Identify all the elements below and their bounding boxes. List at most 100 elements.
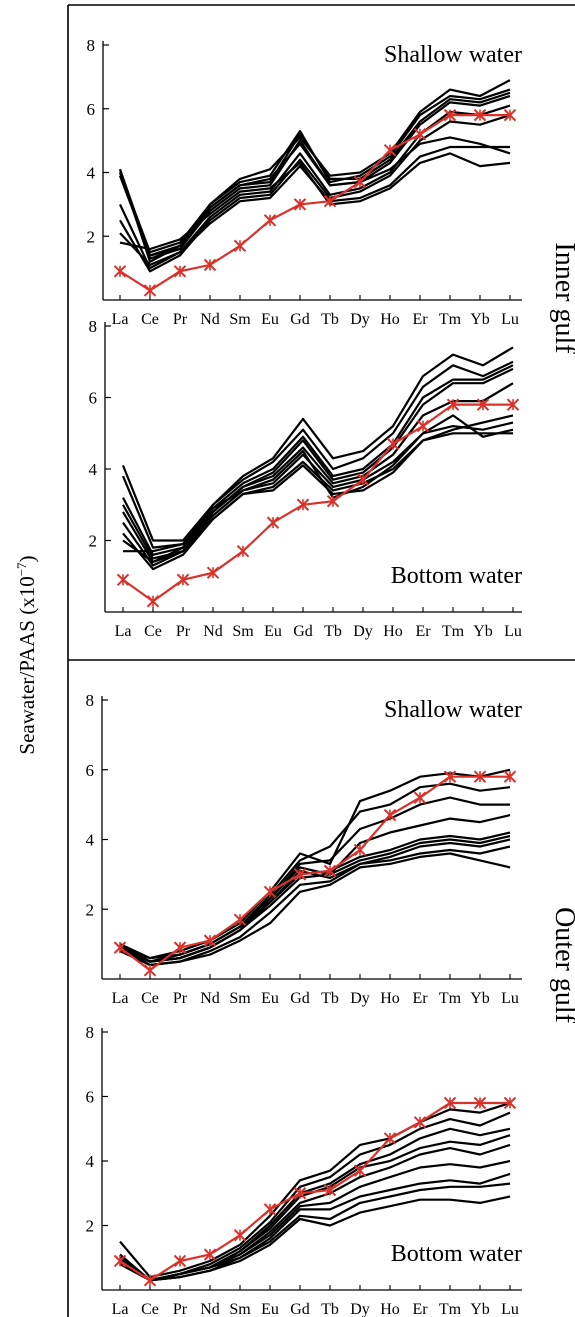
y-tick-label: 6 <box>86 1088 95 1107</box>
reference-marker <box>503 1096 517 1110</box>
panel-4: 2 4 6 8 La Ce Pr Nd Sm Eu Gd Tb Dy Ho Er Tm Yb Lu Bottom w… <box>86 1023 523 1317</box>
y-tick-label: 4 <box>87 164 96 183</box>
x-tick-label-sm: Sm <box>232 623 254 640</box>
reference-marker <box>353 175 367 189</box>
panel-annotation: Bottom water <box>391 563 522 589</box>
reference-marker <box>293 198 307 211</box>
sample-series-line <box>119 1101 511 1279</box>
chart-panels: 2 4 6 8 La Ce Pr Nd Sm Eu Gd Tb Dy Ho Er Tm Yb Lu Shallow … <box>86 36 523 1317</box>
reference-marker <box>293 1187 307 1200</box>
x-tick-label-lu: Lu <box>501 1301 519 1317</box>
reference-marker <box>413 1116 427 1129</box>
y-tick-label: 8 <box>86 691 95 710</box>
group-label-outer: Outer gulf <box>549 907 575 1024</box>
reference-marker <box>233 1228 247 1242</box>
y-tick-label: 4 <box>86 831 95 850</box>
x-tick-label-lu: Lu <box>504 623 522 640</box>
x-tick-label-tm: Tm <box>442 623 465 640</box>
sample-series-line <box>119 1172 511 1282</box>
x-tick-label-gd: Gd <box>290 1301 310 1317</box>
reference-marker <box>296 498 310 511</box>
y-tick-label: 6 <box>87 100 96 119</box>
panel-annotation: Shallow water <box>384 42 522 68</box>
y-tick-label: 2 <box>87 227 96 246</box>
sample-series-line <box>119 114 511 273</box>
reference-marker <box>266 516 280 529</box>
x-tick-label-la: La <box>112 311 129 328</box>
y-tick-label: 2 <box>86 900 95 919</box>
y-tick-label: 6 <box>89 389 98 408</box>
x-tick-label-ho: Ho <box>380 1301 400 1317</box>
reference-marker <box>323 194 337 208</box>
x-tick-label-tb: Tb <box>321 990 339 1007</box>
x-tick-label-nd: Nd <box>200 990 220 1007</box>
x-tick-label-dy: Dy <box>350 311 370 328</box>
reference-marker <box>326 494 340 508</box>
x-tick-label-er: Er <box>412 990 428 1007</box>
x-tick-label-tm: Tm <box>439 990 462 1007</box>
x-tick-label-er: Er <box>412 311 428 328</box>
reference-marker <box>353 843 367 857</box>
reference-marker <box>146 595 160 608</box>
panel-annotation: Bottom water <box>391 1241 522 1267</box>
reference-marker <box>443 1096 457 1110</box>
reference-marker <box>113 265 127 278</box>
x-tick-label-ce: Ce <box>144 623 162 640</box>
reference-marker <box>116 573 130 587</box>
reference-marker <box>383 143 397 157</box>
reference-marker <box>203 934 217 947</box>
x-tick-label-la: La <box>115 623 132 640</box>
reference-marker <box>233 239 247 253</box>
reference-marker <box>446 398 460 411</box>
x-tick-label-gd: Gd <box>293 623 313 640</box>
sample-series-line <box>121 346 514 542</box>
x-tick-label-sm: Sm <box>229 990 251 1007</box>
sample-series-line <box>119 852 511 967</box>
x-tick-label-tb: Tb <box>321 311 339 328</box>
reference-marker <box>143 964 157 977</box>
x-tick-label-yb: Yb <box>473 623 493 640</box>
reference-marker <box>416 419 430 433</box>
x-tick-label-ce: Ce <box>141 311 159 328</box>
reference-series-line <box>119 113 510 292</box>
reference-marker <box>383 808 397 822</box>
reference-series-line <box>119 1101 510 1282</box>
x-tick-label-yb: Yb <box>470 990 490 1007</box>
reference-marker <box>173 265 187 278</box>
reference-marker <box>443 108 457 122</box>
x-tick-label-lu: Lu <box>501 311 519 328</box>
x-tick-label-tm: Tm <box>439 311 462 328</box>
sample-series-line <box>122 382 514 564</box>
reference-marker <box>113 1254 127 1268</box>
reference-marker <box>173 941 187 954</box>
y-tick-label: 8 <box>87 36 96 55</box>
reference-marker <box>263 214 277 227</box>
y-axis-label: Seawater/PAAS (x10−7) <box>14 555 39 754</box>
reference-marker <box>113 941 127 954</box>
x-tick-label-yb: Yb <box>470 1301 490 1317</box>
reference-marker <box>503 770 517 783</box>
group-label-inner: Inner gulf <box>549 242 575 354</box>
sample-series-line <box>122 414 514 564</box>
sample-series-line <box>119 1195 511 1282</box>
sample-series-line <box>122 367 514 560</box>
x-tick-label-ce: Ce <box>141 990 159 1007</box>
sample-series-line <box>119 796 510 963</box>
x-tick-label-gd: Gd <box>290 990 310 1007</box>
reference-marker <box>476 398 490 411</box>
x-tick-label-er: Er <box>415 623 431 640</box>
y-tick-label: 8 <box>86 1023 95 1042</box>
x-tick-label-tm: Tm <box>439 1301 462 1317</box>
reference-marker <box>413 791 427 804</box>
reference-marker <box>323 864 337 878</box>
panel-1: 2 4 6 8 La Ce Pr Nd Sm Eu Gd Tb Dy Ho Er Tm Yb Lu Shallow … <box>87 36 523 328</box>
reference-marker <box>203 1248 217 1261</box>
sample-series-line <box>119 152 511 251</box>
x-tick-label-dy: Dy <box>353 623 373 640</box>
x-tick-label-gd: Gd <box>290 311 310 328</box>
x-tick-label-er: Er <box>412 1301 428 1317</box>
x-tick-label-pr: Pr <box>173 311 188 328</box>
reference-marker <box>473 108 487 122</box>
x-tick-label-nd: Nd <box>200 311 220 328</box>
y-tick-label: 2 <box>86 1217 95 1236</box>
